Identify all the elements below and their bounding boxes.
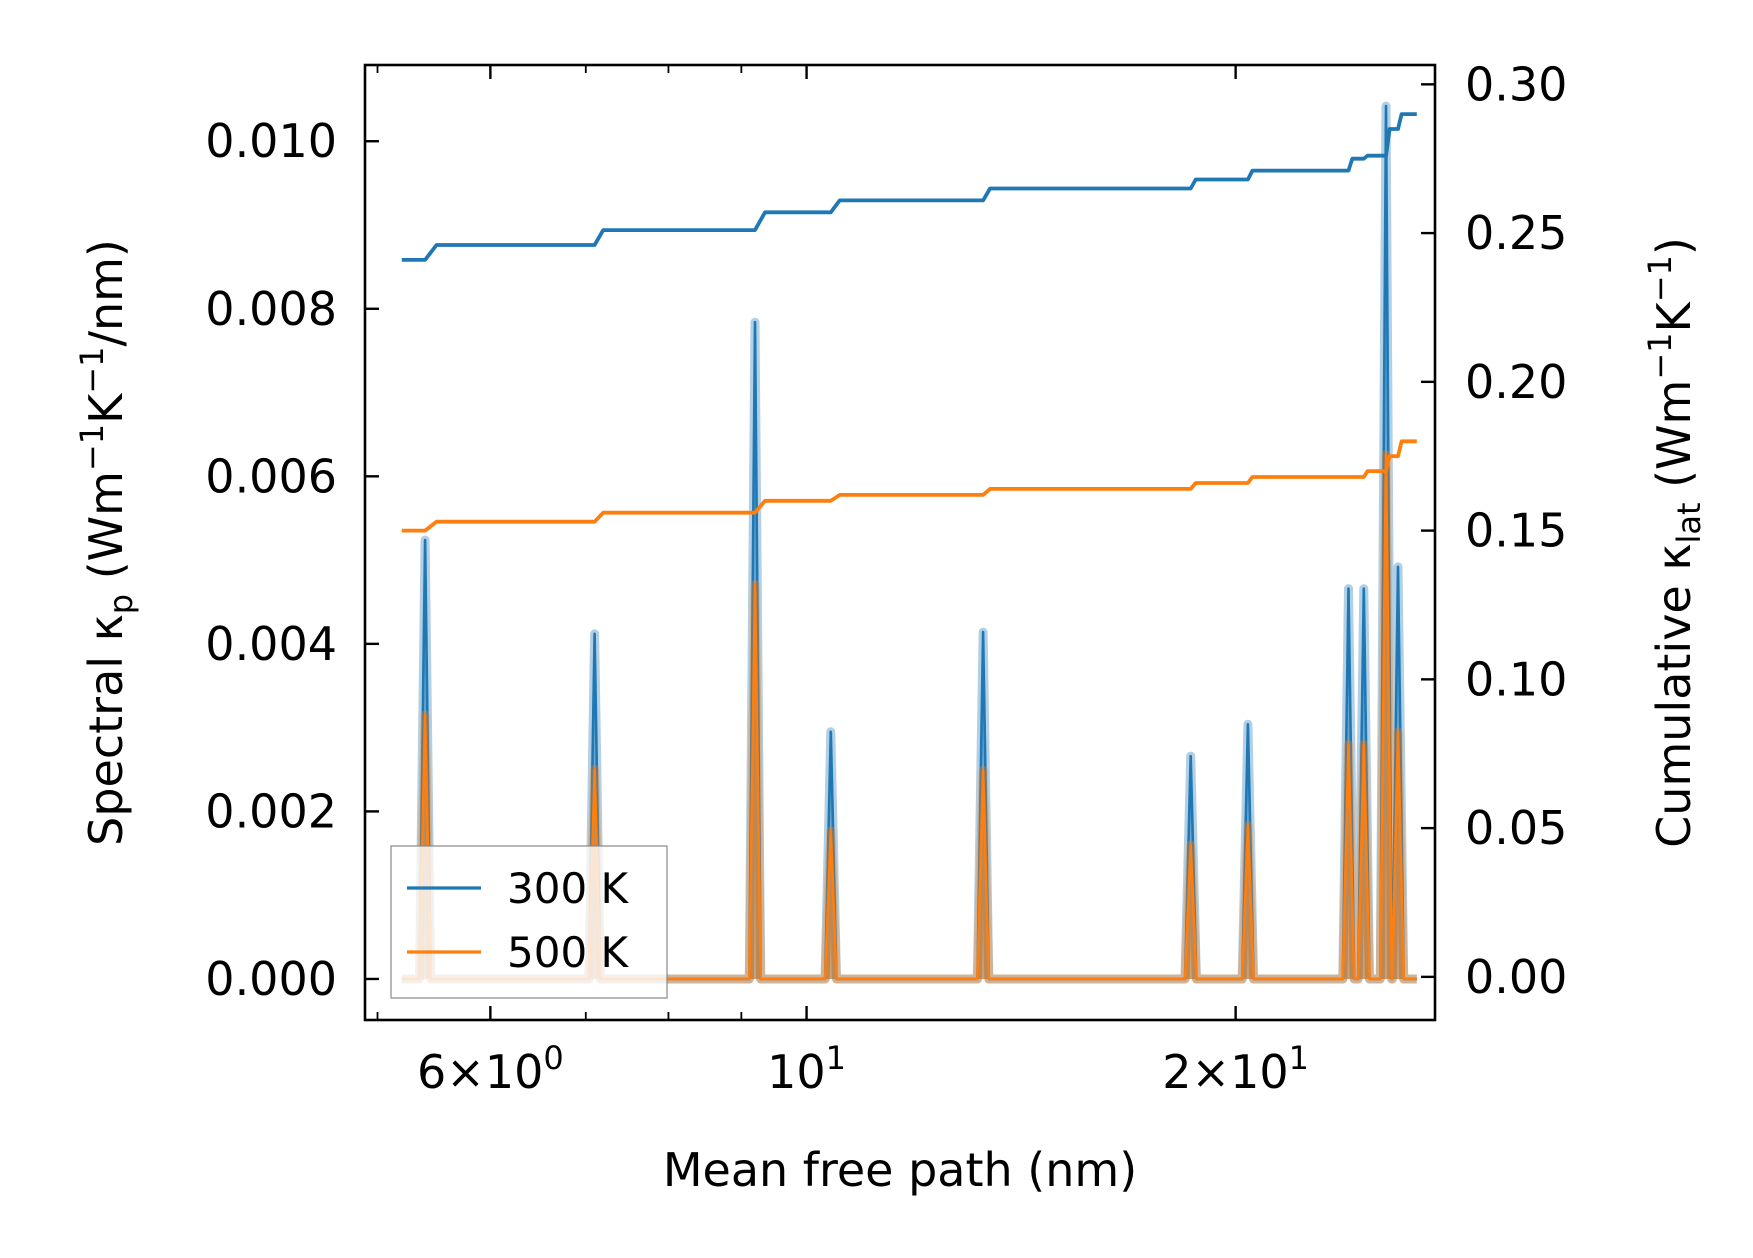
cumulative-line-500k <box>401 439 1417 533</box>
y-axis-right-label: Cumulative κlat (Wm−1K−1) <box>1641 237 1708 848</box>
y-right-tick-label-3: 0.15 <box>1465 504 1567 558</box>
tick-layer <box>365 65 1435 1020</box>
y-axis-left-label: Spectral κp (Wm−1K−1/nm) <box>73 239 140 846</box>
x-tick-label-0: 6×100 <box>417 1039 564 1099</box>
y-left-tick-label-5: 0.010 <box>205 114 337 168</box>
y-right-tick-label-6: 0.30 <box>1465 57 1567 111</box>
x-tick-label-2: 2×101 <box>1162 1039 1309 1099</box>
y-right-tick-label-4: 0.20 <box>1465 355 1567 409</box>
y-right-tick-label-0: 0.00 <box>1465 950 1567 1004</box>
y-left-tick-label-2: 0.004 <box>205 617 337 671</box>
y-left-tick-label-3: 0.006 <box>205 449 337 503</box>
y-right-tick-label-2: 0.10 <box>1465 652 1567 706</box>
spectral-peak-500k-9 <box>1380 454 1392 979</box>
y-left-tick-label-1: 0.002 <box>205 784 337 838</box>
y-left-tick-label-0: 0.000 <box>205 952 337 1006</box>
spectral-peak-500k-8 <box>1358 744 1370 979</box>
legend-box <box>390 845 668 999</box>
cumulative-line-300k <box>401 112 1417 262</box>
spectral-peak-500k-2 <box>749 584 761 979</box>
y-right-tick-label-5: 0.25 <box>1465 206 1567 260</box>
spectral-peak-500k-10 <box>1392 731 1404 979</box>
x-tick-label-1: 101 <box>767 1039 846 1099</box>
cumulative-line-layer <box>401 112 1417 533</box>
spectral-peak-500k-4 <box>977 770 989 979</box>
spectral-peak-500k-7 <box>1342 744 1355 979</box>
legend-label-500k: 500 K <box>507 928 630 977</box>
y-right-tick-label-1: 0.05 <box>1465 801 1567 855</box>
legend: 300 K 500 K <box>390 845 668 999</box>
spectral-peak-500k-6 <box>1242 825 1254 979</box>
spectral-peak-500k-3 <box>825 830 837 979</box>
spectral-peak-500k-5 <box>1185 844 1197 979</box>
x-axis-label: Mean free path (nm) <box>663 1143 1137 1197</box>
plot-frame <box>363 63 1437 1022</box>
legend-label-300k: 300 K <box>507 864 630 913</box>
tick-label-layer: 6×100 101 2×101 0.000 0.002 0.004 0.006 0.008 0.… <box>205 57 1567 1099</box>
y-left-tick-label-4: 0.008 <box>205 282 337 336</box>
